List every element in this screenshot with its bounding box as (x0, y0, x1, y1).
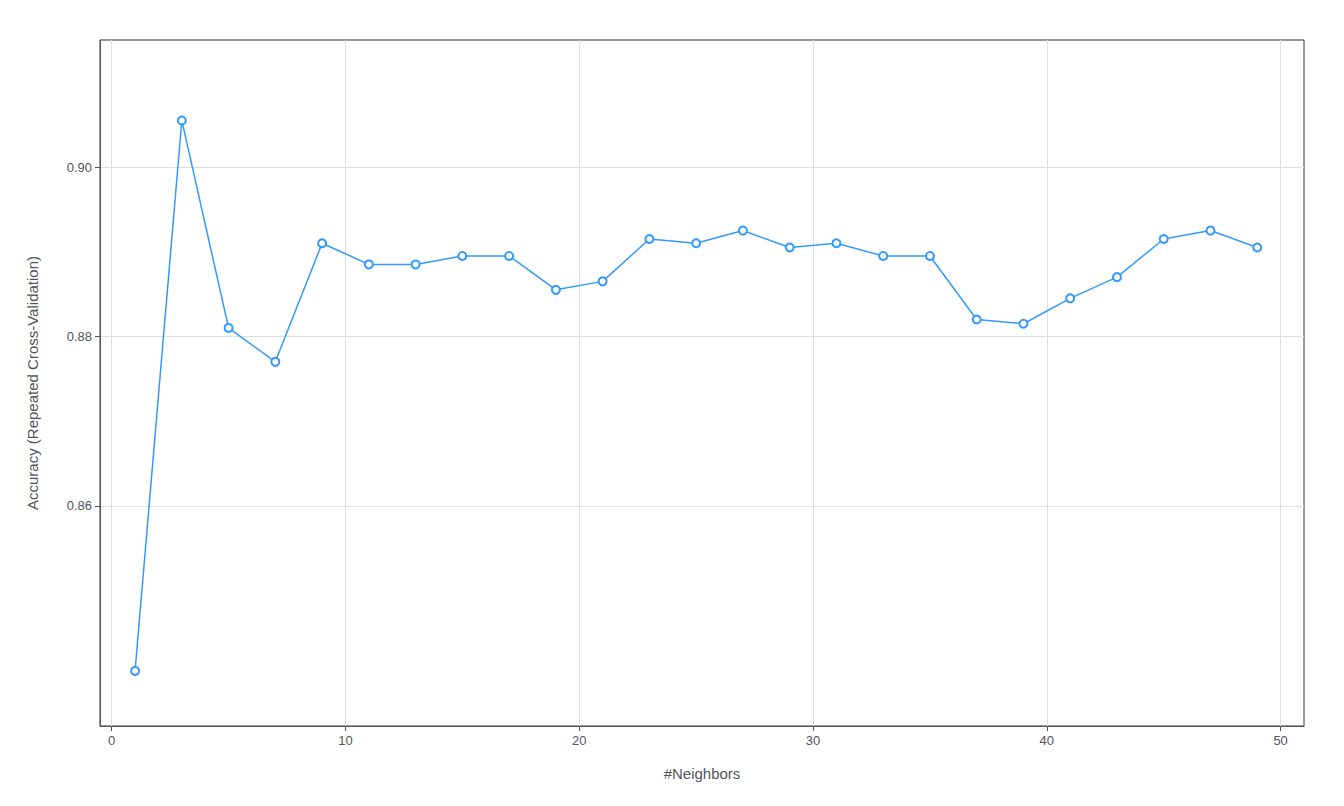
svg-text:Accuracy (Repeated Cross-Valid: Accuracy (Repeated Cross-Validation) (24, 256, 41, 510)
svg-text:50: 50 (1273, 733, 1287, 748)
svg-text:0.90: 0.90 (67, 160, 92, 175)
svg-text:#Neighbors: #Neighbors (664, 765, 741, 782)
svg-text:20: 20 (572, 733, 586, 748)
svg-text:0: 0 (108, 733, 115, 748)
svg-text:10: 10 (338, 733, 352, 748)
svg-text:30: 30 (806, 733, 820, 748)
svg-text:0.88: 0.88 (67, 329, 92, 344)
svg-text:0.86: 0.86 (67, 498, 92, 513)
svg-text:40: 40 (1040, 733, 1054, 748)
